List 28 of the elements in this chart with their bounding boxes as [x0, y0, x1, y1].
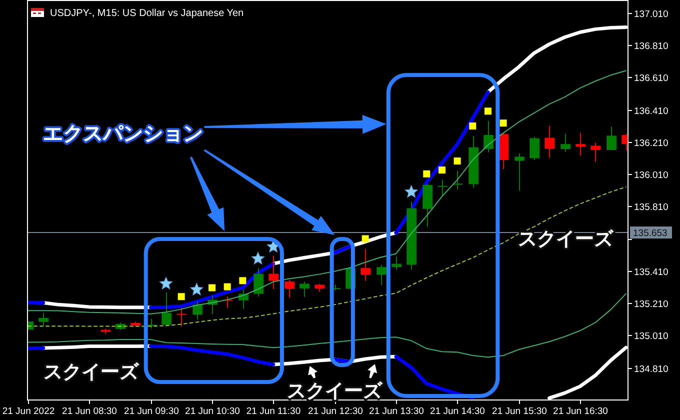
annotation: スクイーズ	[44, 361, 139, 383]
x-tick-label: 21 Jun 13:30	[369, 406, 424, 417]
y-tick-label: 136.810	[634, 41, 668, 52]
y-tick-label: 135.810	[634, 202, 668, 213]
y-tick-label: 136.410	[634, 106, 668, 117]
ref-line-label: 135.653	[633, 228, 668, 239]
x-tick-label: 21 Jun 11:30	[246, 406, 301, 417]
ref-label: 135.653	[630, 226, 672, 239]
y-tick-label: 137.010	[634, 9, 668, 20]
y-tick-label: 136.610	[634, 73, 668, 84]
y-tick-label: 134.810	[634, 364, 668, 375]
annotation: スクイーズ	[287, 380, 382, 402]
y-tick-label: 135.210	[634, 299, 668, 310]
annotation: スクイーズ	[518, 228, 614, 250]
title: USDJPY-, M15: US Dollar vs Japanese Yen	[50, 8, 244, 19]
y-tick-label: 135.410	[634, 267, 668, 278]
x-tick-label: 21 Jun 2022	[2, 406, 55, 417]
x-tick-label: 21 Jun 12:30	[308, 406, 363, 417]
x-tick-label: 21 Jun 08:30	[62, 406, 117, 417]
annotation: エクスパンション	[42, 121, 203, 145]
y-tick-label: 136.210	[634, 138, 668, 149]
x-tick-label: 21 Jun 09:30	[124, 406, 179, 417]
y-tick-label: 135.010	[634, 331, 668, 342]
x-tick-label: 21 Jun 16:30	[553, 406, 608, 417]
y-tick-label: 136.010	[634, 170, 668, 181]
x-tick-label: 21 Jun 10:30	[185, 406, 240, 417]
x-tick-label: 21 Jun 15:30	[492, 406, 547, 417]
x-tick-label: 21 Jun 14:30	[430, 406, 485, 417]
